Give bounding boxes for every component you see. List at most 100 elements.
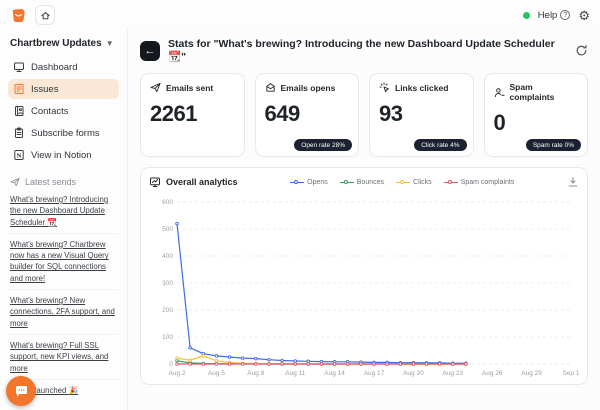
latest-send-link[interactable]: What's brewing? Full SSL support, new KP… bbox=[8, 335, 119, 380]
latest-send-link[interactable]: What's brewing? New connections, 2FA sup… bbox=[8, 290, 119, 335]
legend-label: Opens bbox=[307, 178, 328, 186]
latest-sends-title: Latest sends bbox=[25, 177, 77, 187]
send-icon bbox=[10, 177, 20, 187]
download-chart-button[interactable] bbox=[567, 176, 579, 188]
latest-send-link[interactable]: What's brewing? Introducing the new Dash… bbox=[8, 189, 119, 234]
analytics-icon bbox=[149, 176, 161, 188]
svg-text:Aug 17: Aug 17 bbox=[364, 370, 385, 377]
help-link[interactable]: Help ? bbox=[538, 10, 571, 21]
open-rate-badge: Open rate 28% bbox=[294, 139, 352, 151]
download-icon bbox=[568, 177, 578, 187]
stat-value: 0 bbox=[493, 110, 506, 135]
svg-text:200: 200 bbox=[162, 307, 173, 314]
paper-plane-icon bbox=[150, 82, 161, 93]
latest-send-link[interactable]: v3 just launched 🎉 bbox=[10, 385, 79, 395]
svg-text:N: N bbox=[17, 153, 22, 160]
legend-item-opens[interactable]: Opens bbox=[290, 179, 328, 186]
svg-text:Aug 23: Aug 23 bbox=[442, 370, 463, 377]
sidebar-item-label: View in Notion bbox=[31, 149, 92, 161]
question-icon: ? bbox=[560, 10, 571, 20]
sidebar-item-contacts[interactable]: Contacts bbox=[8, 101, 119, 121]
analytics-card: Overall analytics Opens Bounces Clicks Spam… bbox=[140, 167, 588, 385]
stat-value: 649 bbox=[264, 101, 301, 126]
page-title: Stats for "What's brewing? Introducing t… bbox=[168, 38, 555, 63]
refresh-icon bbox=[576, 45, 587, 56]
chart-legend: Opens Bounces Clicks Spam complaints bbox=[246, 179, 559, 186]
stat-card-emails-opens: Emails opens 649 Open rate 28% bbox=[254, 73, 359, 157]
legend-item-bounces[interactable]: Bounces bbox=[339, 178, 385, 186]
page-header: ← Stats for "What's brewing? Introducing… bbox=[140, 38, 588, 63]
dashboard-icon bbox=[13, 61, 25, 73]
sidebar-item-dashboard[interactable]: Dashboard bbox=[8, 57, 119, 77]
home-icon bbox=[40, 11, 50, 19]
svg-text:600: 600 bbox=[162, 199, 173, 206]
main-content: ← Stats for "What's brewing? Introducing… bbox=[128, 30, 600, 410]
latest-sends-section: Latest sends What's brewing? Introducing… bbox=[8, 175, 119, 401]
svg-text:Aug 26: Aug 26 bbox=[482, 370, 503, 377]
chat-widget-button[interactable] bbox=[6, 376, 36, 406]
latest-send-link[interactable]: What's brewing? Chartbrew now has a new … bbox=[8, 234, 119, 291]
svg-text:Sep 1: Sep 1 bbox=[563, 370, 580, 377]
legend-item-spam-complaints[interactable]: Spam complaints bbox=[443, 178, 515, 186]
stat-card-emails-sent: Emails sent 2261 bbox=[140, 73, 245, 157]
sidebar-item-label: Subscribe forms bbox=[31, 127, 100, 139]
sidebar-item-subscribe-forms[interactable]: Subscribe forms bbox=[8, 123, 119, 143]
stat-label: Spam complaints bbox=[509, 82, 555, 102]
click-icon bbox=[379, 82, 390, 93]
legend-marker bbox=[396, 179, 411, 186]
stat-card-links-clicked: Links clicked 93 Click rate 4% bbox=[369, 73, 474, 157]
sidebar-item-issues[interactable]: Issues bbox=[8, 79, 119, 99]
svg-text:Aug 20: Aug 20 bbox=[403, 370, 424, 377]
click-rate-badge: Click rate 4% bbox=[414, 139, 467, 151]
svg-text:Aug 14: Aug 14 bbox=[324, 370, 345, 377]
legend-label: Spam complaints bbox=[460, 178, 515, 186]
chevron-down-icon: ▼ bbox=[105, 39, 114, 48]
latest-sends-header: Latest sends bbox=[8, 175, 119, 189]
stats-row: Emails sent 2261 Emails opens 649 Open r… bbox=[140, 73, 588, 157]
chartbrew-logo[interactable] bbox=[10, 7, 27, 24]
back-button[interactable]: ← bbox=[140, 40, 160, 61]
stat-label: Links clicked bbox=[395, 82, 449, 93]
legend-item-clicks[interactable]: Clicks bbox=[396, 179, 432, 186]
analytics-card-header: Overall analytics Opens Bounces Clicks Spam… bbox=[149, 176, 579, 188]
help-label: Help bbox=[537, 9, 558, 21]
svg-text:Aug 8: Aug 8 bbox=[247, 370, 264, 377]
svg-text:100: 100 bbox=[162, 334, 173, 341]
stat-value: 93 bbox=[379, 101, 403, 126]
spam-user-icon bbox=[494, 87, 505, 98]
svg-text:Aug 11: Aug 11 bbox=[285, 370, 306, 377]
chart-canvas[interactable]: 0 100 200 300 400 500 600 Aug 2 Aug 5 Aug 8 Aug 11… bbox=[149, 194, 579, 380]
notion-icon: N bbox=[13, 149, 25, 161]
status-dot bbox=[522, 11, 530, 19]
topbar: Help ? ⚙ bbox=[0, 0, 600, 30]
sidebar-nav: Dashboard Issues Contacts Subscribe form… bbox=[8, 57, 119, 165]
stat-value: 2261 bbox=[150, 101, 197, 126]
sidebar-item-view-in-notion[interactable]: N View in Notion bbox=[8, 145, 119, 165]
legend-marker bbox=[290, 179, 305, 186]
settings-gear-icon[interactable]: ⚙ bbox=[578, 7, 590, 23]
svg-text:0: 0 bbox=[169, 361, 173, 368]
contacts-icon bbox=[13, 105, 25, 117]
workspace-selector[interactable]: Chartbrew Updates ▼ bbox=[8, 34, 119, 53]
sidebar-item-label: Dashboard bbox=[31, 61, 78, 73]
refresh-button[interactable] bbox=[575, 44, 588, 57]
svg-text:300: 300 bbox=[162, 280, 173, 287]
legend-marker bbox=[443, 179, 458, 186]
spam-rate-badge: Spam rate 0% bbox=[525, 139, 581, 151]
svg-text:400: 400 bbox=[162, 253, 173, 260]
svg-text:Aug 5: Aug 5 bbox=[208, 370, 225, 377]
issues-icon bbox=[13, 83, 25, 95]
analytics-chart: 0 100 200 300 400 500 600 Aug 2 Aug 5 Aug 8 Aug 11… bbox=[162, 199, 580, 377]
chat-bubble-icon bbox=[15, 385, 27, 396]
legend-label: Bounces bbox=[356, 178, 385, 186]
legend-label: Clicks bbox=[413, 178, 432, 186]
workspace-name: Chartbrew Updates bbox=[10, 38, 102, 49]
sidebar-item-label: Contacts bbox=[31, 105, 69, 117]
subscribe-forms-icon bbox=[13, 127, 25, 139]
home-button[interactable] bbox=[35, 5, 55, 25]
analytics-title: Overall analytics bbox=[166, 177, 238, 187]
sidebar: Chartbrew Updates ▼ Dashboard Issues Con… bbox=[0, 30, 128, 410]
svg-text:Aug 29: Aug 29 bbox=[521, 370, 542, 377]
stat-card-spam-complaints: Spam complaints 0 Spam rate 0% bbox=[483, 73, 588, 157]
svg-text:Aug 2: Aug 2 bbox=[169, 370, 186, 377]
